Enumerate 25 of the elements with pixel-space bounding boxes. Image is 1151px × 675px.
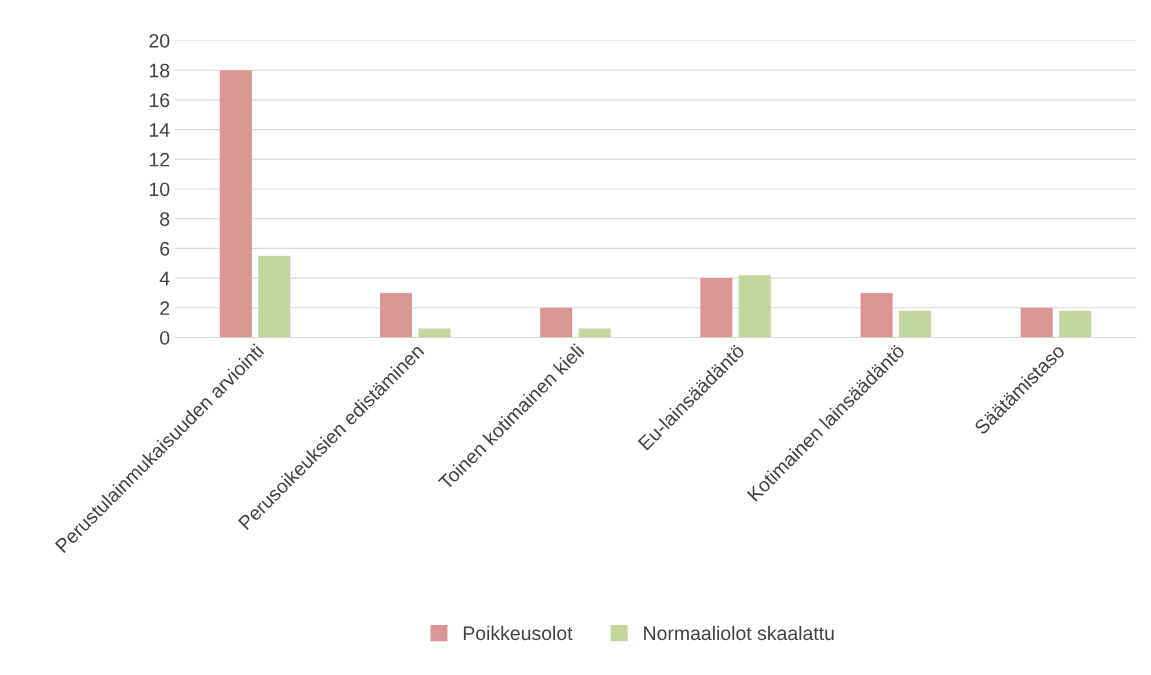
legend-label: Poikkeusolot: [463, 625, 573, 641]
y-tick-label: 6: [160, 241, 170, 256]
bar: [700, 278, 733, 338]
bar: [898, 310, 932, 338]
y-tick-label: 4: [159, 271, 170, 286]
bar: [258, 255, 291, 338]
y-tick-label: 12: [149, 152, 170, 167]
y-tick-label: 0: [160, 330, 170, 345]
y-tick-label: 14: [149, 123, 170, 137]
y-tick-label: 2: [160, 301, 170, 315]
bar: [1020, 307, 1053, 338]
bar: [860, 292, 893, 338]
y-tick-label: 18: [149, 63, 170, 78]
bar: [219, 70, 252, 338]
bar: [738, 275, 771, 338]
y-tick-label: 20: [149, 33, 170, 48]
y-tick-label: 8: [160, 212, 170, 226]
legend-label: Normaaliolot skaalattu: [644, 625, 834, 641]
y-tick-label: 16: [149, 93, 170, 108]
y-tick-label: 10: [149, 182, 170, 197]
bar: [578, 328, 611, 338]
bar: [418, 328, 451, 338]
bar: [1059, 310, 1092, 338]
bar: [540, 307, 573, 338]
bar: [379, 292, 413, 338]
